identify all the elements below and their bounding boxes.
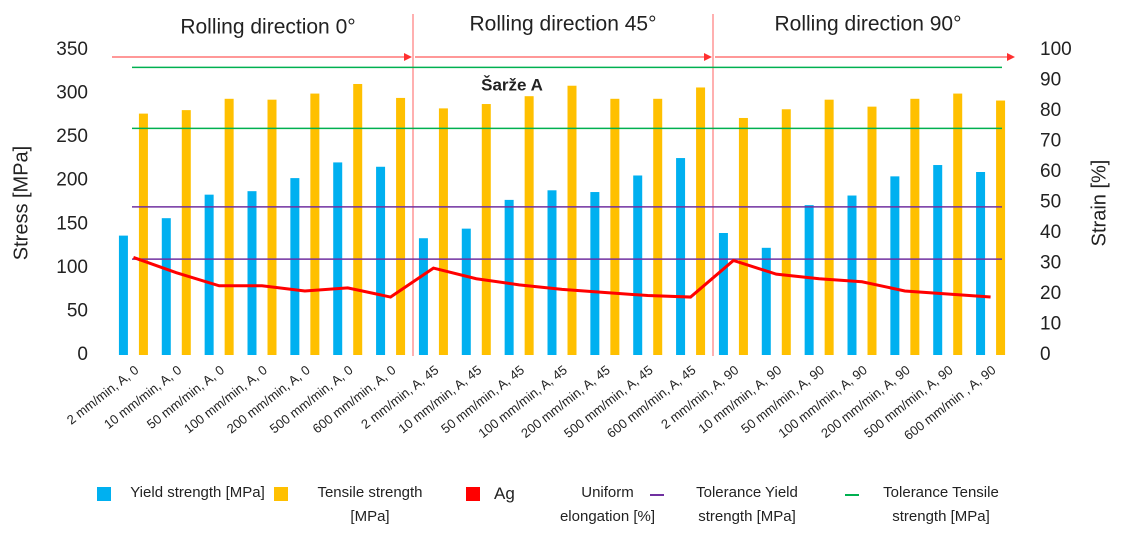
bar bbox=[610, 98, 620, 356]
bar bbox=[847, 195, 857, 355]
bar bbox=[718, 233, 728, 355]
y2-tick-label: 100 bbox=[1040, 39, 1072, 60]
section-label: Rolling direction 0° bbox=[180, 16, 355, 39]
y2-tick-label: 10 bbox=[1040, 314, 1061, 335]
bar bbox=[781, 109, 791, 355]
y2-tick-label: 40 bbox=[1040, 222, 1061, 243]
bar bbox=[547, 190, 557, 355]
bar bbox=[933, 165, 943, 355]
y-tick-label: 200 bbox=[56, 170, 88, 191]
chart-title: Šarže A bbox=[481, 75, 543, 94]
y-tick-label: 250 bbox=[56, 126, 88, 147]
y-tick-label: 300 bbox=[56, 83, 88, 104]
bar bbox=[181, 110, 191, 355]
y-tick-label: 150 bbox=[56, 213, 88, 234]
bar bbox=[353, 83, 363, 355]
bar bbox=[267, 99, 277, 356]
legend-label: Yield strength [MPa] bbox=[130, 484, 265, 501]
y2-axis-title: Strain [%] bbox=[1088, 160, 1110, 247]
y2-tick-label: 50 bbox=[1040, 192, 1061, 213]
legend-label: Tolerance Yield strength [MPa] bbox=[696, 484, 798, 525]
bar bbox=[953, 93, 963, 356]
bar bbox=[376, 166, 386, 355]
bar bbox=[247, 191, 257, 355]
y2-tick-label: 80 bbox=[1040, 100, 1061, 121]
legend-swatch bbox=[466, 487, 480, 501]
bar bbox=[738, 117, 748, 355]
y2-tick-label: 30 bbox=[1040, 253, 1061, 274]
legend-line bbox=[650, 494, 664, 496]
section-label: Rolling direction 45° bbox=[469, 13, 656, 36]
legend-label: Ag bbox=[494, 484, 515, 503]
bar bbox=[138, 113, 148, 355]
section-label: Rolling direction 90° bbox=[774, 13, 961, 36]
y2-tick-label: 60 bbox=[1040, 161, 1061, 182]
bar bbox=[761, 247, 771, 355]
y-tick-label: 0 bbox=[77, 344, 88, 365]
legend-label: Tensile strength [MPa] bbox=[317, 484, 423, 525]
bar bbox=[481, 104, 491, 356]
bar bbox=[224, 98, 234, 356]
bar bbox=[504, 199, 514, 355]
bar bbox=[418, 238, 428, 355]
bar bbox=[161, 218, 171, 355]
bar bbox=[204, 194, 214, 355]
bar bbox=[867, 106, 877, 356]
bar bbox=[996, 100, 1006, 356]
bar bbox=[696, 87, 706, 355]
y-axis-title: Stress [MPa] bbox=[10, 146, 32, 260]
bar bbox=[590, 192, 600, 355]
y-tick-label: 100 bbox=[56, 257, 88, 278]
bar bbox=[310, 93, 320, 356]
y-tick-label: 50 bbox=[67, 300, 88, 321]
bar bbox=[890, 176, 900, 355]
y2-tick-label: 90 bbox=[1040, 70, 1061, 91]
line bbox=[132, 255, 991, 299]
bar bbox=[118, 235, 128, 355]
bar bbox=[910, 98, 920, 356]
bar bbox=[976, 172, 986, 355]
bar bbox=[438, 108, 448, 355]
legend-label: Tolerance Tensile strength [MPa] bbox=[883, 484, 999, 525]
bar bbox=[653, 98, 663, 356]
legend-label: Uniform elongation [%] bbox=[559, 484, 656, 525]
bar bbox=[633, 175, 643, 355]
bar bbox=[396, 97, 406, 355]
bar bbox=[461, 228, 471, 355]
y2-tick-label: 70 bbox=[1040, 131, 1061, 152]
bar bbox=[676, 158, 686, 355]
bar bbox=[290, 178, 300, 355]
y2-tick-label: 0 bbox=[1040, 344, 1051, 365]
legend-swatch bbox=[274, 487, 288, 501]
y2-tick-label: 20 bbox=[1040, 283, 1061, 304]
bar bbox=[804, 205, 814, 355]
y-tick-label: 350 bbox=[56, 39, 88, 60]
bar bbox=[524, 96, 534, 355]
bar bbox=[824, 99, 834, 356]
bar bbox=[567, 85, 577, 355]
legend-line bbox=[845, 494, 859, 496]
legend-swatch bbox=[97, 487, 111, 501]
